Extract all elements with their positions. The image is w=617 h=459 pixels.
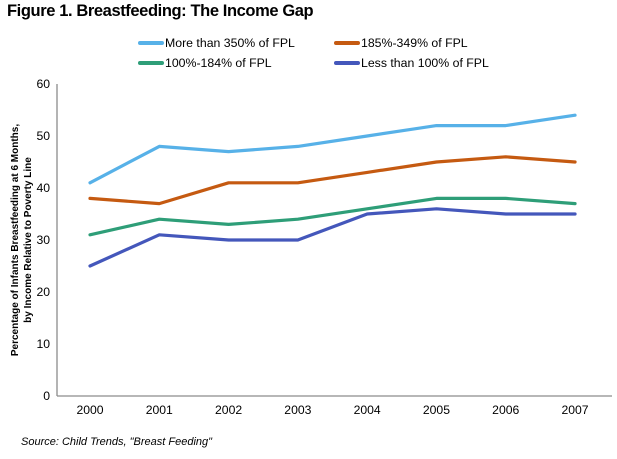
y-tick-label: 60 [36, 77, 50, 91]
y-tick-label: 30 [36, 233, 50, 247]
figure-title: Figure 1. Breastfeeding: The Income Gap [7, 2, 314, 20]
y-tick-label: 50 [36, 129, 50, 143]
y-tick-label: 10 [36, 337, 50, 351]
x-tick-label: 2007 [561, 403, 588, 417]
chart-legend: More than 350% of FPL 185%-349% of FPL 100… [138, 36, 489, 70]
legend-line-swatch-icon [138, 41, 164, 45]
legend-item-2: 100%-184% of FPL [138, 56, 334, 70]
legend-line-swatch-icon [334, 41, 360, 45]
legend-item-label: 100%-184% of FPL [165, 56, 272, 70]
source-note: Source: Child Trends, "Breast Feeding" [21, 436, 213, 448]
legend-item-1: 185%-349% of FPL [334, 36, 489, 50]
y-tick-label: 20 [36, 285, 50, 299]
x-tick-label: 2000 [76, 403, 103, 417]
legend-item-label: 185%-349% of FPL [361, 36, 468, 50]
x-tick-label: 2002 [215, 403, 242, 417]
x-tick-label: 2003 [284, 403, 311, 417]
series-line-0 [88, 113, 577, 185]
x-tick-label: 2001 [146, 403, 173, 417]
y-tick-label: 40 [36, 181, 50, 195]
x-tick-label: 2006 [492, 403, 519, 417]
legend-item-label: More than 350% of FPL [165, 36, 295, 50]
legend-item-3: Less than 100% of FPL [334, 56, 489, 70]
y-tick-label: 0 [43, 389, 50, 403]
series-line-1 [88, 155, 577, 206]
x-tick-label: 2005 [423, 403, 450, 417]
series-line-2 [88, 196, 577, 237]
x-tick-label: 2004 [354, 403, 381, 417]
legend-item-label: Less than 100% of FPL [361, 56, 489, 70]
legend-line-swatch-icon [334, 61, 360, 65]
series-line-3 [88, 207, 577, 268]
legend-item-0: More than 350% of FPL [138, 36, 334, 50]
legend-line-swatch-icon [138, 61, 164, 65]
